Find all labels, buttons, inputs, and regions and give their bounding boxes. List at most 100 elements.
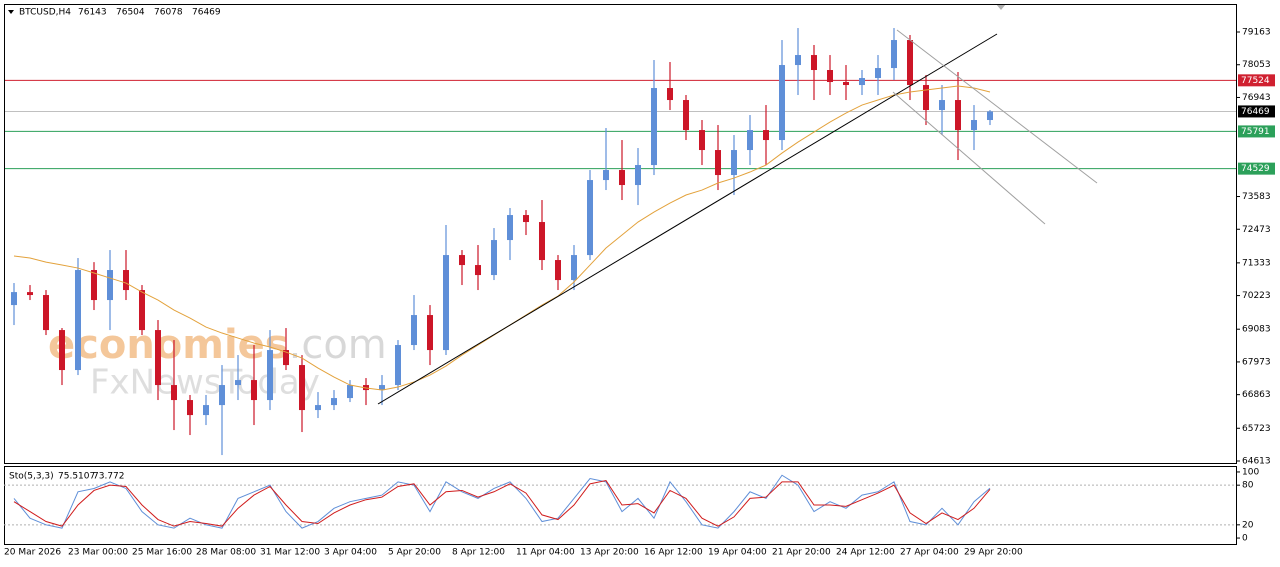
price-label: 76469 — [1241, 107, 1270, 117]
y-tick-label: 65723 — [1242, 424, 1271, 434]
header-symbol: BTCUSD,H4 — [19, 8, 71, 18]
x-tick-label: 3 Apr 04:00 — [324, 548, 377, 558]
candle-body — [507, 215, 513, 241]
candle-body — [603, 170, 609, 181]
candle-body — [251, 380, 257, 401]
candle-body — [747, 130, 753, 151]
watermark-brand: economies.com — [48, 322, 387, 368]
candle-body — [187, 400, 193, 416]
candle-body — [843, 82, 849, 86]
candle-body — [123, 270, 129, 291]
y-tick-label: 76943 — [1242, 93, 1271, 103]
candle-body — [27, 292, 33, 296]
candle-body — [971, 120, 977, 131]
candle-body — [539, 222, 545, 261]
x-tick-label: 13 Apr 20:00 — [580, 548, 639, 558]
x-tick-label: 11 Apr 04:00 — [516, 548, 575, 558]
candle-body — [395, 345, 401, 386]
candle-body — [219, 385, 225, 406]
candle-body — [427, 315, 433, 351]
candle-body — [315, 405, 321, 411]
candle-body — [619, 170, 625, 186]
candle-body — [827, 70, 833, 83]
candle-body — [907, 40, 913, 86]
price-label-box — [1238, 105, 1275, 118]
x-tick-label: 8 Apr 12:00 — [452, 548, 505, 558]
y-tick-label: 100 — [1242, 467, 1259, 477]
y-tick-label: 64613 — [1242, 456, 1271, 466]
price-label: 75791 — [1241, 127, 1270, 137]
candle-body — [107, 270, 113, 301]
y-tick-label: 67973 — [1242, 357, 1271, 367]
x-tick-label: 25 Mar 16:00 — [132, 548, 192, 558]
y-tick-label: 72473 — [1242, 225, 1271, 235]
candle-body — [795, 55, 801, 66]
header-arrow — [8, 10, 14, 14]
candle-body — [859, 78, 865, 86]
candle-body — [491, 240, 497, 276]
candle-body — [875, 68, 881, 79]
candle-body — [299, 365, 305, 411]
candle-body — [923, 85, 929, 111]
price-label-box — [1238, 74, 1275, 87]
x-tick-label: 19 Apr 04:00 — [708, 548, 767, 558]
stoch-line — [13, 474, 991, 529]
candle-body — [811, 55, 817, 71]
y-tick-label: 73583 — [1242, 192, 1271, 202]
candle-body — [443, 255, 449, 351]
y-tick-label: 69083 — [1242, 325, 1271, 335]
candle-body — [523, 215, 529, 223]
y-tick-label: 80 — [1242, 481, 1254, 491]
x-tick-label: 29 Apr 20:00 — [964, 548, 1023, 558]
candle-body — [987, 111, 993, 121]
candle-body — [571, 255, 577, 281]
stoch-title: Sto(5,3,3) — [9, 472, 54, 482]
main-frame — [4, 4, 1237, 464]
watermark-brand-text: economies — [48, 322, 289, 368]
watermark-suffix: .com — [289, 322, 387, 368]
candle-body — [699, 130, 705, 151]
candle-body — [635, 165, 641, 186]
x-tick-label: 24 Apr 12:00 — [836, 548, 895, 558]
header-value: 76469 — [192, 8, 221, 18]
header-value: 76504 — [116, 8, 145, 18]
stoch-line — [13, 479, 991, 527]
stoch-frame — [4, 466, 1237, 545]
header-value: 76078 — [154, 8, 183, 18]
candle-body — [411, 315, 417, 346]
candle-body — [731, 150, 737, 176]
trendlines — [377, 29, 1098, 405]
y-tick-label: 70223 — [1242, 291, 1271, 301]
candle-body — [955, 100, 961, 131]
y-tick-label: 20 — [1242, 520, 1254, 530]
y-tick-label: 78053 — [1242, 60, 1271, 70]
channel-lower — [892, 91, 1046, 225]
candle-body — [587, 180, 593, 256]
candle-body — [939, 100, 945, 111]
price-label-box — [1238, 162, 1275, 175]
candle-body — [171, 385, 177, 401]
shift-marker — [996, 4, 1006, 10]
y-tick-label: 66863 — [1242, 390, 1271, 400]
stoch-k-value: 75.5107 — [58, 472, 95, 482]
y-tick-label: 0 — [1242, 534, 1248, 544]
candle-body — [379, 385, 385, 391]
candle-body — [475, 265, 481, 276]
candle-body — [555, 260, 561, 281]
header-value: 76143 — [78, 8, 107, 18]
candle-body — [155, 330, 161, 386]
candle-body — [331, 398, 337, 406]
candle-body — [667, 88, 673, 101]
watermark: economies.com FxNewsToday — [48, 322, 387, 403]
trendline — [377, 33, 998, 405]
x-tick-label: 23 Mar 00:00 — [68, 548, 128, 558]
candle-body — [715, 150, 721, 176]
x-tick-label: 27 Apr 04:00 — [900, 548, 959, 558]
candle-body — [203, 405, 209, 416]
watermark-second: FxNewsToday — [90, 363, 320, 403]
candle-body — [779, 65, 785, 141]
x-tick-label: 21 Apr 20:00 — [772, 548, 831, 558]
